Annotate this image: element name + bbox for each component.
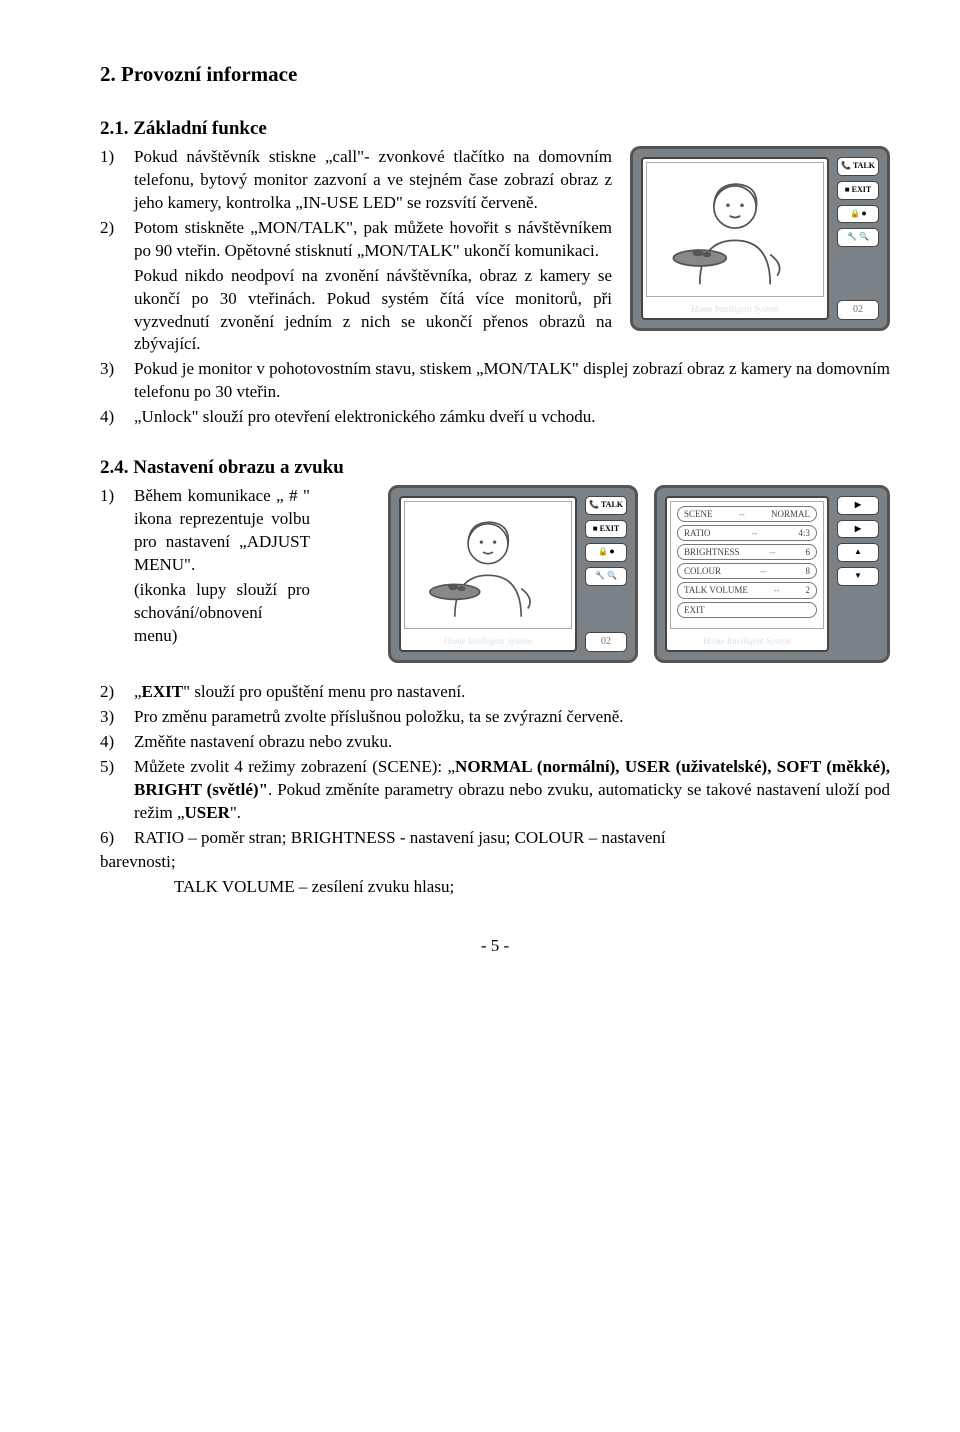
li-num: 4) (100, 731, 134, 754)
li-text: Změňte nastavení obrazu nebo zvuku. (134, 731, 890, 754)
btn-talk: 📞TALK (585, 496, 627, 515)
li-num: 1) (100, 146, 134, 169)
monitor-illustration-1: Home Intelligent System 📞TALK ■EXIT 🔒 ⏺ … (630, 146, 890, 331)
li-text: Pokud nikdo neodpoví na zvonění návštěvn… (134, 265, 612, 357)
li-text: Potom stiskněte „MON/TALK", pak můžete h… (134, 217, 612, 263)
li-text: Během komunikace „ # " ikona reprezentuj… (134, 485, 310, 577)
monitor-footer: Home Intelligent System (646, 297, 824, 315)
scroll-right: ▶ (837, 520, 879, 539)
li-num: 2) (100, 681, 134, 704)
monitor-num: 02 (837, 300, 879, 320)
li-num: 3) (100, 706, 134, 729)
villager-drawing (647, 163, 823, 296)
scroll-down: ▼ (837, 567, 879, 586)
block-24-top: Home Intelligent System 📞TALK ■EXIT 🔒 ⏺ … (100, 485, 890, 671)
block-21: Home Intelligent System 📞TALK ■EXIT 🔒 ⏺ … (100, 146, 890, 431)
page-number: - 5 - (100, 935, 890, 958)
monitor-footer: Home Intelligent System (404, 629, 572, 647)
villager-drawing (405, 502, 571, 628)
li-text: Pro změnu parametrů zvolte příslušnou po… (134, 706, 890, 729)
section-title: 2. Provozní informace (100, 60, 890, 88)
monitor-num: 02 (585, 632, 627, 652)
monitor-illustration-menu: SCENE--NORMAL RATIO--4:3 BRIGHTNESS--6 C… (654, 485, 890, 663)
block-24-rest: 2)„EXIT" slouží pro opuštění menu pro na… (100, 681, 890, 901)
scroll-up: ▲ (837, 543, 879, 562)
li-num: 6) (100, 827, 134, 850)
tail1: barevnosti; (100, 851, 890, 874)
li-text: RATIO – poměr stran; BRIGHTNESS - nastav… (134, 827, 890, 850)
btn-tools: 🔧 🔍 (585, 567, 627, 586)
monitor-illustration-2: Home Intelligent System 📞TALK ■EXIT 🔒 ⏺ … (388, 485, 638, 663)
btn-talk: 📞TALK (837, 157, 879, 176)
scroll-right: ▶ (837, 496, 879, 515)
li-num: 4) (100, 406, 134, 429)
btn-lock: 🔒 ⏺ (837, 205, 879, 224)
subsection-21: 2.1. Základní funkce (100, 116, 890, 142)
li-text: Pokud je monitor v pohotovostním stavu, … (134, 358, 890, 404)
li-num: 5) (100, 756, 134, 779)
btn-exit: ■EXIT (585, 520, 627, 539)
li-text: „Unlock" slouží pro otevření elektronick… (134, 406, 890, 429)
li-num: 2) (100, 217, 134, 240)
subsection-24: 2.4. Nastavení obrazu a zvuku (100, 455, 890, 481)
monitor-footer: Home Intelligent System (670, 629, 824, 647)
btn-tools: 🔧 🔍 (837, 228, 879, 247)
btn-exit: ■EXIT (837, 181, 879, 200)
li-text: Můžete zvolit 4 režimy zobrazení (SCENE)… (134, 756, 890, 825)
tail2: TALK VOLUME – zesílení zvuku hlasu; (134, 876, 890, 899)
li-text: Pokud návštěvník stiskne „call"- zvonkov… (134, 146, 612, 215)
btn-lock: 🔒 ⏺ (585, 543, 627, 562)
li-text: (ikonka lupy slouží pro schování/obnoven… (134, 579, 310, 648)
li-text: „EXIT" slouží pro opuštění menu pro nast… (134, 681, 890, 704)
li-num: 3) (100, 358, 134, 381)
li-num: 1) (100, 485, 134, 508)
